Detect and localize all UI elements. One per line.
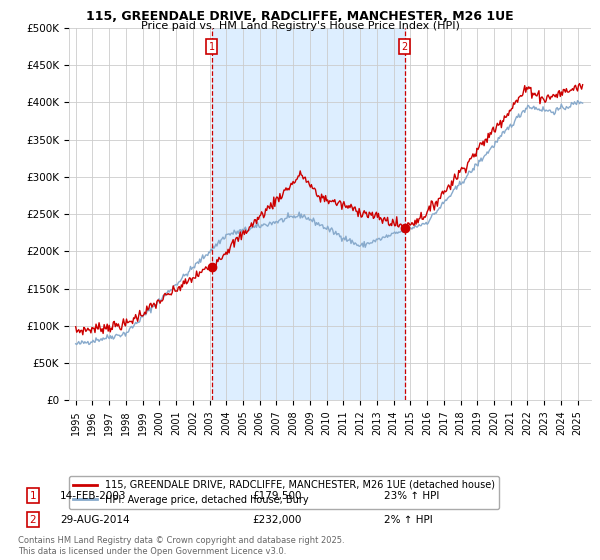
Bar xyxy=(212,28,404,400)
Text: 29-AUG-2014: 29-AUG-2014 xyxy=(60,515,130,525)
Text: 1: 1 xyxy=(208,41,215,52)
Text: £179,500: £179,500 xyxy=(252,491,302,501)
Text: 2: 2 xyxy=(29,515,37,525)
Text: 14-FEB-2003: 14-FEB-2003 xyxy=(60,491,127,501)
Text: 2% ↑ HPI: 2% ↑ HPI xyxy=(384,515,433,525)
Text: Price paid vs. HM Land Registry's House Price Index (HPI): Price paid vs. HM Land Registry's House … xyxy=(140,21,460,31)
Text: 115, GREENDALE DRIVE, RADCLIFFE, MANCHESTER, M26 1UE: 115, GREENDALE DRIVE, RADCLIFFE, MANCHES… xyxy=(86,10,514,23)
Text: £232,000: £232,000 xyxy=(252,515,301,525)
Legend: 115, GREENDALE DRIVE, RADCLIFFE, MANCHESTER, M26 1UE (detached house), HPI: Aver: 115, GREENDALE DRIVE, RADCLIFFE, MANCHES… xyxy=(68,476,499,508)
Text: 2: 2 xyxy=(401,41,408,52)
Text: 23% ↑ HPI: 23% ↑ HPI xyxy=(384,491,439,501)
Text: 1: 1 xyxy=(29,491,37,501)
Text: Contains HM Land Registry data © Crown copyright and database right 2025.
This d: Contains HM Land Registry data © Crown c… xyxy=(18,536,344,556)
